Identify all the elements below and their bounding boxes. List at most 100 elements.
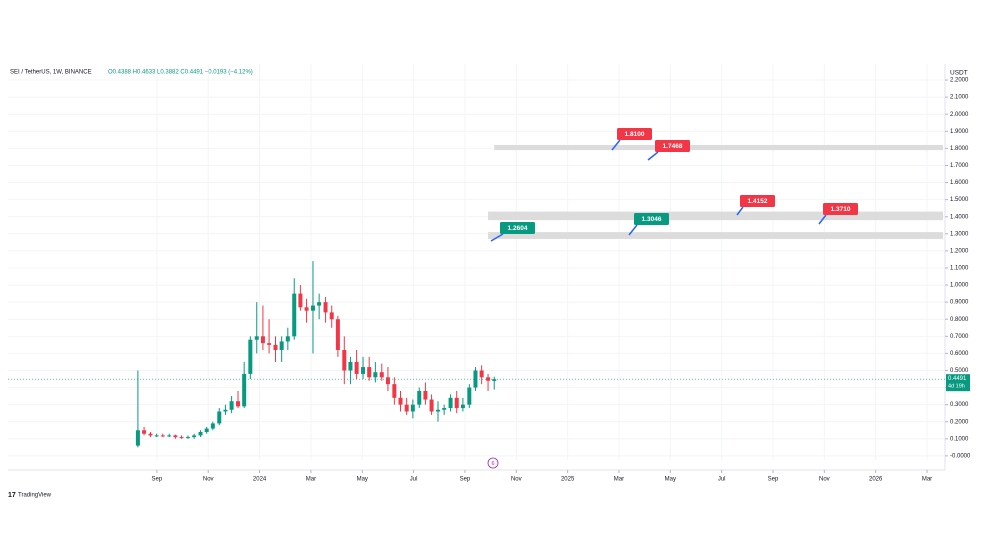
candle-body <box>185 437 190 439</box>
candle-body <box>292 293 297 337</box>
x-tick-label: May <box>357 477 368 483</box>
candle-body <box>385 377 390 385</box>
zone <box>488 211 943 221</box>
candle-body <box>348 361 353 371</box>
y-tick-label: 1.1000 <box>950 266 969 272</box>
candle-body <box>173 435 178 438</box>
y-tick-label: 0.3000 <box>950 402 969 408</box>
candle-body <box>473 370 478 388</box>
candle-body <box>210 423 215 429</box>
annotation-arrow <box>818 214 827 225</box>
y-tick-label: 1.9000 <box>950 129 969 135</box>
candle-body <box>448 397 453 409</box>
candle-body <box>398 397 403 405</box>
price-tag-countdown: 4d 19h <box>948 384 965 390</box>
annotation-arrow <box>736 206 744 216</box>
annotation-box <box>500 222 535 234</box>
candle-body <box>342 349 347 371</box>
y-tick-label: 2.2000 <box>950 78 969 84</box>
event-marker-label: 6 <box>491 461 494 467</box>
y-tick-label: -0.0000 <box>950 453 971 459</box>
annotation-box <box>823 203 858 215</box>
x-tick-label: Jul <box>410 477 418 483</box>
candle-body <box>361 367 366 374</box>
x-tick-label: Sep <box>152 477 163 483</box>
candle-body <box>460 404 465 409</box>
annotation-label: 1.7468 <box>663 143 683 150</box>
y-tick-label: 1.6000 <box>950 180 969 186</box>
x-tick-label: 2025 <box>561 477 575 483</box>
candle-body <box>135 430 140 446</box>
y-tick-label: 1.2000 <box>950 248 969 254</box>
logo-mark: 17 <box>8 492 16 499</box>
y-tick-label: 0.8000 <box>950 317 969 323</box>
y-tick-label: 2.1000 <box>950 95 969 101</box>
candle-body <box>429 399 434 412</box>
candle-body <box>379 372 384 378</box>
candle-body <box>317 302 322 306</box>
price-tag-value: 0.4491 <box>948 376 967 382</box>
y-tick-label: 0.9000 <box>950 300 969 306</box>
x-tick-label: May <box>665 477 676 483</box>
candle-body <box>229 401 234 410</box>
annotation-box <box>740 195 775 207</box>
candle-body <box>260 336 265 344</box>
annotation-arrow <box>628 224 638 236</box>
candle-body <box>417 390 422 405</box>
candle-body <box>179 437 184 439</box>
annotation-arrow <box>611 139 621 151</box>
candle-body <box>310 305 315 311</box>
x-tick-label: Nov <box>819 477 830 483</box>
y-tick-label: 1.8000 <box>950 146 969 152</box>
candle-body <box>479 370 484 378</box>
annotation-label: 1.3710 <box>831 206 851 213</box>
zone <box>488 232 943 239</box>
candle-body <box>254 336 259 340</box>
logo-text: TradingView <box>18 493 52 499</box>
candle-body <box>236 401 241 407</box>
annotation-box <box>655 140 690 152</box>
x-tick-label: Mar <box>614 477 624 483</box>
x-tick-label: Sep <box>460 477 471 483</box>
candle-body <box>154 435 159 437</box>
y-tick-label: 0.2000 <box>950 419 969 425</box>
y-axis-label: USDT <box>950 70 968 77</box>
y-tick-label: 0.5000 <box>950 368 969 374</box>
candle-body <box>242 373 247 407</box>
candle-body <box>492 379 497 381</box>
x-tick-label: 2026 <box>869 477 883 483</box>
candle-body <box>217 411 222 424</box>
x-tick-label: 2024 <box>253 477 267 483</box>
candle-body <box>267 343 272 345</box>
candle-body <box>404 404 409 412</box>
candle-body <box>373 372 378 378</box>
zone <box>494 144 943 151</box>
annotation-label: 1.8100 <box>625 131 645 138</box>
y-tick-label: 0.1000 <box>950 436 969 442</box>
candle-body <box>160 435 165 437</box>
candle-body <box>248 339 253 374</box>
candle-body <box>279 341 284 350</box>
annotation-arrow <box>490 233 504 242</box>
y-tick-label: 0.6000 <box>950 351 969 357</box>
y-tick-label: 1.7000 <box>950 163 969 169</box>
candle-body <box>198 431 203 436</box>
candle-body <box>204 428 209 432</box>
y-tick-label: 1.4000 <box>950 214 969 220</box>
candle-body <box>304 307 309 311</box>
annotation-label: 1.4152 <box>748 198 768 205</box>
annotation-arrow <box>647 151 659 161</box>
y-tick-label: 1.3000 <box>950 231 969 237</box>
chart-title: SEI / TetherUS, 1W, BINANCE <box>10 70 92 76</box>
candle-body <box>392 384 397 398</box>
event-marker <box>487 457 499 469</box>
x-tick-label: Mar <box>922 477 932 483</box>
ohlc-readout: O0.4388 H0.4633 L0.3882 C0.4491 −0.0193 … <box>108 70 253 76</box>
price-tag <box>946 374 970 392</box>
candle-body <box>192 435 197 438</box>
candle-body <box>167 435 172 437</box>
candle-body <box>148 433 153 436</box>
candle-body <box>223 409 228 412</box>
